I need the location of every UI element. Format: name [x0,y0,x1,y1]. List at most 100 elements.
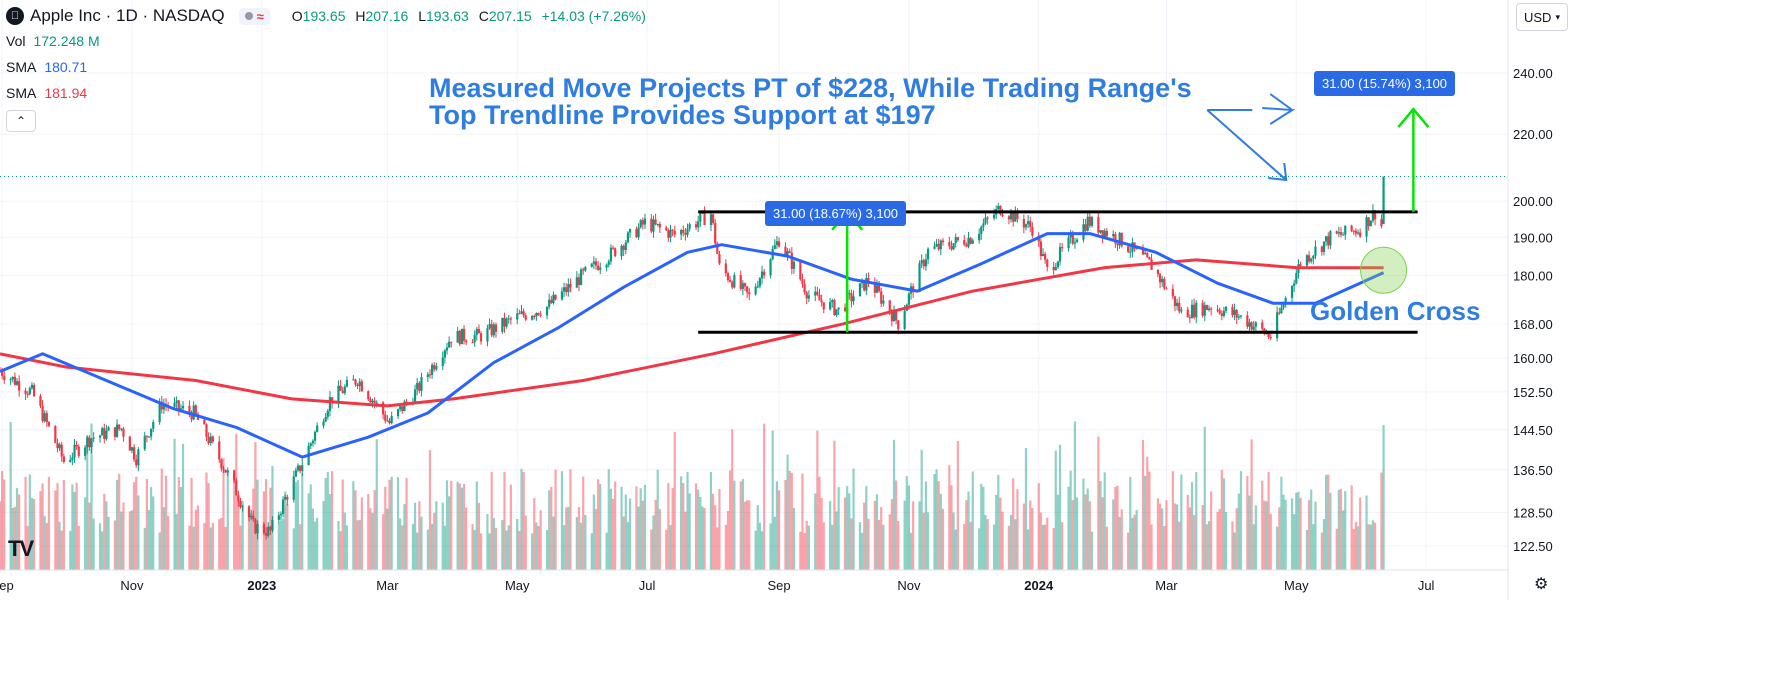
candle-body [98,435,102,438]
volume-bar [194,509,197,570]
volume-bar [435,501,438,570]
volume-bar [850,518,853,570]
candle-body [1365,217,1368,237]
candle-body [709,214,713,226]
volume-bar [654,499,657,570]
sma-fast-legend[interactable]: SMA 180.71 [6,59,87,75]
volume-bar [801,473,804,570]
volume-bar [1350,485,1353,570]
volume-bar [790,472,793,570]
volume-bar [388,479,391,570]
volume-bar [1248,495,1251,570]
symbol-title[interactable]: Apple Inc · 1D · NASDAQ [30,6,225,25]
x-tick-label: May [505,578,530,593]
volume-bar [1339,488,1343,570]
volume-bar [1278,507,1281,570]
volume-bar [1250,439,1253,570]
volume-bar [605,532,608,570]
candle-body [967,237,970,247]
candle-body [235,480,238,496]
market-status-pill[interactable]: ≈ [238,7,270,25]
measure-arrow-head [1397,107,1430,128]
candle-body [1031,227,1034,236]
volume-bar [743,501,747,570]
volume-bar [62,480,65,570]
candle-body [1161,278,1164,283]
candle-body [337,385,340,404]
candle-body [505,318,508,327]
volume-bar [909,532,913,570]
volume-bar [1090,531,1094,570]
collapse-legend-button[interactable]: ⌃ [6,110,36,132]
candle-body [1307,255,1311,262]
volume-bar [494,527,498,570]
volume-bar [937,481,940,570]
volume-bar [343,512,346,570]
candle-body [594,261,598,266]
candle-body [1325,236,1328,242]
candle-body [1158,274,1162,283]
volume-bar [965,500,968,570]
volume-bar [1173,503,1177,570]
candle-body [503,317,506,327]
candle-body [1009,212,1013,220]
volume-bar [252,488,255,570]
volume-bar [831,524,834,570]
candle-body [760,271,764,279]
volume-bar [673,431,676,570]
volume-bar [322,501,325,570]
volume-legend[interactable]: Vol 172.248 M [6,33,100,49]
candle-body [326,410,329,417]
volume-bar [699,496,702,570]
volume-bar [301,473,304,570]
volume-bar [746,500,749,570]
candle-body [135,459,138,466]
volume-bar [413,502,417,570]
tradingview-logo[interactable]: TV [8,536,34,561]
candle-body [296,465,300,471]
volume-bar [807,525,810,570]
volume-bar [688,493,691,570]
x-tick-label: Nov [120,578,144,593]
currency-button[interactable]: USD ▾ [1516,3,1568,31]
volume-bar [833,440,836,570]
sma-slow-legend[interactable]: SMA 181.94 [6,85,87,101]
candle-body [1252,326,1255,330]
candle-body [1322,241,1326,252]
volume-bar [477,502,481,570]
volume-bar [905,476,908,570]
candle-body [1356,232,1360,234]
volume-bar [1071,500,1074,570]
sma-fast-line [0,232,1385,459]
volume-bar [1325,475,1328,570]
measure-badge-2[interactable]: 31.00 (15.74%) 3,100 [1314,71,1456,96]
volume-bar [405,478,408,570]
candle-body [897,320,900,330]
candle-body [733,275,736,288]
candle-body [1046,259,1049,267]
candle-body [867,278,870,283]
candle-body [918,263,921,293]
sma-fast-label: SMA [6,59,37,75]
volume-bar [1131,517,1134,570]
candle-body [396,409,400,417]
candle-body [1284,297,1287,305]
volume-bar [592,494,595,570]
volume-bar [196,505,200,570]
measure-badge-1[interactable]: 31.00 (18.67%) 3,100 [765,201,907,226]
candle-body [726,273,730,281]
volume-bar [1024,448,1028,570]
candle-body [152,422,155,429]
candle-body [103,428,106,440]
candle-body [684,232,687,235]
volume-bar [1293,514,1296,570]
candle-body [1171,288,1174,297]
volume-bar [669,525,672,570]
candle-body [56,442,59,449]
volume-bar [1276,526,1279,570]
volume-bar [524,515,527,570]
candle-body [1112,234,1115,237]
wave-icon: ≈ [256,8,264,24]
gear-icon[interactable]: ⚙ [1534,576,1549,593]
